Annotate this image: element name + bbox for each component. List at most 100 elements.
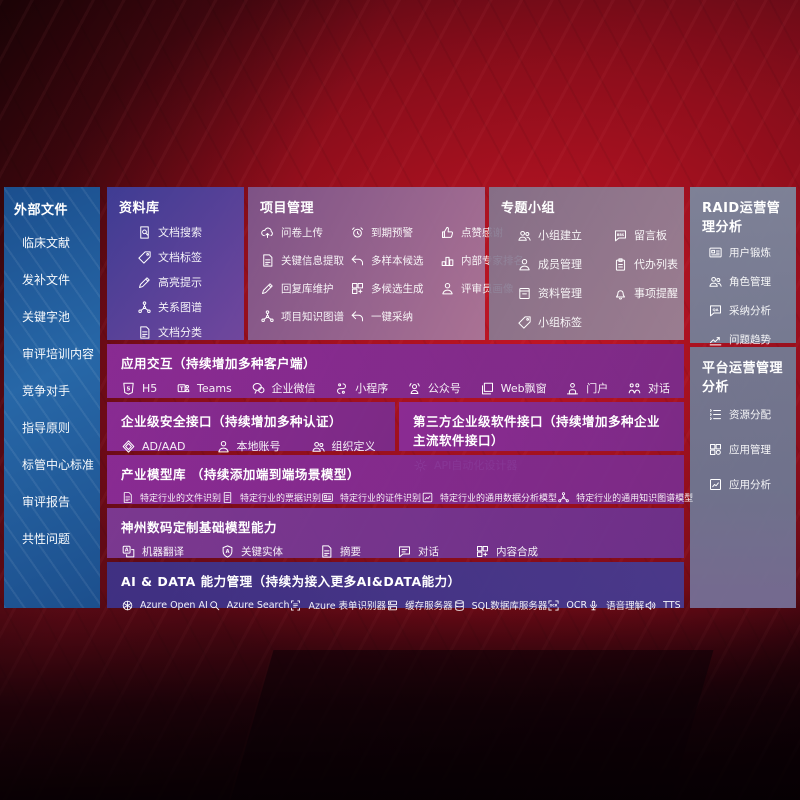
sidebar-item: 发补文件: [22, 271, 90, 288]
feature-item: AD/AAD: [121, 439, 186, 454]
feature-item-label: 内容合成: [496, 546, 538, 558]
mic-icon: [587, 599, 600, 612]
shield-a-icon: [220, 544, 235, 559]
web-icon: [480, 381, 495, 396]
feature-item: 一键采纳: [350, 309, 438, 324]
background-shape: [228, 650, 714, 800]
feature-item: 机器翻译: [121, 544, 184, 559]
feature-item-label: AD/AAD: [142, 439, 186, 453]
sidebar-item: 竞争对手: [22, 382, 90, 399]
feature-item: 多样本候选: [350, 253, 438, 268]
feature-item: Teams: [176, 381, 232, 396]
person-icon: [216, 439, 231, 454]
app-interaction-row: H5 Teams 企业微信 小程序 公众号 Web飘窗 门户 对话: [121, 380, 670, 396]
feature-item-label: 关键实体: [241, 546, 283, 558]
feature-item: 内容合成: [475, 544, 538, 559]
feature-item-label: 组织定义: [331, 440, 376, 453]
h5-icon: [121, 381, 136, 396]
teams-icon: [176, 381, 191, 396]
feature-item: 资料管理: [517, 285, 613, 301]
people-icon: [311, 439, 326, 454]
ai-data-row: Azure Open AI Azure Search Azure 表单识别器 缓…: [121, 598, 681, 612]
feature-item: 文档搜索: [137, 224, 232, 240]
feature-item-label: 应用分析: [729, 479, 771, 491]
feature-item: 小组建立: [517, 227, 613, 243]
feature-item: 采纳分析: [708, 303, 784, 318]
feature-item-label: OCR: [566, 599, 588, 611]
feature-item: 公众号: [407, 380, 461, 396]
feature-item-label: 特定行业的文件识别: [140, 494, 222, 504]
feature-item-label: H5: [142, 381, 158, 395]
doc-icon: [121, 491, 134, 504]
feature-item: 关键实体: [220, 544, 283, 559]
feature-item: 特定行业的通用知识图谱模型: [557, 491, 693, 504]
puzzle-icon: [350, 281, 365, 296]
mini-icon: [334, 381, 349, 396]
feature-item-label: 高亮提示: [158, 276, 202, 289]
feature-item: 特定行业的文件识别: [121, 491, 221, 504]
doc-icon: [137, 325, 152, 340]
ai-data-band: AI & DATA 能力管理（持续为接入更多AI&DATA能力） Azure O…: [107, 562, 684, 612]
sidebar-item-label: 临床文献: [22, 236, 71, 250]
sidebar-item-label: 共性问题: [22, 532, 71, 546]
feature-item-label: 应用管理: [729, 444, 771, 456]
feature-item: Azure 表单识别器: [289, 598, 386, 612]
feature-item-label: 公众号: [427, 382, 461, 395]
topic-group-panel: 专题小组 小组建立 留言板 成员管理 代办列表 资料管理 事项提醒 小组标签: [489, 187, 684, 340]
bell-icon: [613, 286, 628, 301]
enterprise-security-row: AD/AAD 本地账号 组织定义: [121, 438, 381, 454]
cloud-up-icon: [260, 225, 275, 240]
graph-icon: [557, 491, 570, 504]
idcard-icon: [708, 245, 723, 260]
feature-item: 文档分类: [137, 324, 232, 340]
feature-item-label: Web飘窗: [500, 382, 547, 395]
feature-item-label: 文档分类: [158, 326, 202, 339]
sidebar-item-label: 标管中心标准: [22, 458, 95, 472]
bbs-icon: [613, 228, 628, 243]
openai-icon: [121, 599, 134, 612]
person-icon: [517, 257, 532, 272]
app-interaction-title: 应用交互（持续增加多种客户端）: [121, 356, 317, 371]
db-icon: [453, 599, 466, 612]
sidebar-item: 指导原则: [22, 419, 90, 436]
feature-item: 回复库维护: [260, 281, 348, 296]
feature-item-label: 对话: [418, 546, 439, 558]
base-models-row: 机器翻译 关键实体 摘要 对话 内容合成: [121, 544, 670, 559]
feature-item-label: 文档搜索: [158, 226, 202, 239]
feature-item-label: 机器翻译: [142, 546, 184, 558]
enterprise-security-band: 企业级安全接口（持续增加多种认证） AD/AAD 本地账号 组织定义: [107, 402, 395, 454]
sidebar-item-label: 审评报告: [22, 495, 71, 509]
feature-item-label: TTS: [663, 599, 681, 611]
feature-item: 代办列表: [613, 256, 678, 272]
feature-item: 本地账号: [216, 438, 281, 454]
feature-item-label: 一键采纳: [371, 311, 413, 323]
feature-item-label: 特定行业的票据识别: [240, 494, 322, 504]
feature-item: 成员管理: [517, 256, 613, 272]
translate-icon: [121, 544, 136, 559]
feature-item-label: SQL数据库服务器: [471, 601, 548, 612]
doc-icon: [319, 544, 334, 559]
feature-item: 特定行业的票据识别: [221, 491, 321, 504]
puzzle-icon: [475, 544, 490, 559]
feature-item: 资源分配: [708, 407, 784, 422]
feature-item-label: 资料管理: [538, 287, 582, 300]
feature-item: 应用分析: [708, 477, 784, 492]
project-management-title: 项目管理: [260, 201, 315, 216]
feature-item-label: 问卷上传: [281, 227, 323, 239]
feature-item-label: 代办列表: [634, 258, 678, 271]
feature-item-label: 本地账号: [236, 440, 281, 453]
idcard-icon: [321, 491, 334, 504]
feature-item: 文档标签: [137, 249, 232, 265]
pubacct-icon: [407, 381, 422, 396]
feature-item-label: 小组建立: [538, 229, 582, 242]
app-interaction-band: 应用交互（持续增加多种客户端） H5 Teams 企业微信 小程序 公众号 We…: [107, 344, 684, 398]
thumb-icon: [440, 225, 455, 240]
feature-item-label: 回复库维护: [281, 283, 334, 295]
base-models-title: 神州数码定制基础模型能力: [121, 520, 278, 535]
feature-item: Azure Search: [208, 599, 289, 612]
feature-item-label: 文档标签: [158, 251, 202, 264]
feature-item-label: 对话: [648, 382, 670, 395]
feature-item: 多候选生成: [350, 281, 438, 296]
raid-analysis-list: 用户锻炼 角色管理 采纳分析 问题趋势: [702, 245, 784, 347]
grid-icon: [708, 442, 723, 457]
